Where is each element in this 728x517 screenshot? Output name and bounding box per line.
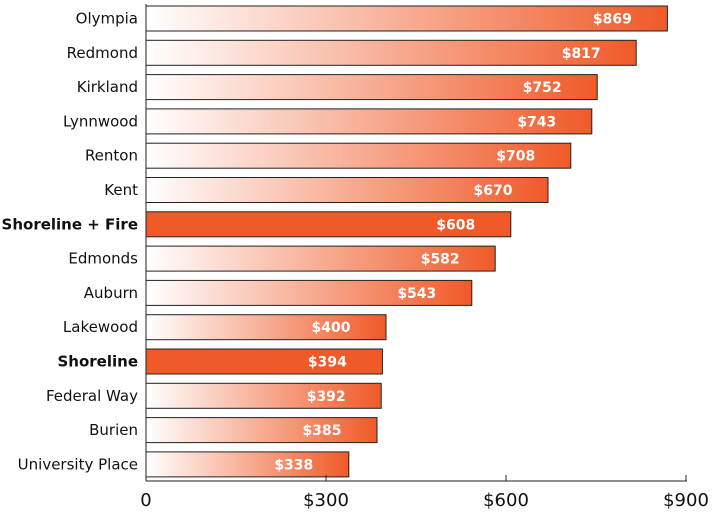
value-label-burien: $385 bbox=[303, 423, 342, 439]
bar-lynnwood bbox=[145, 108, 593, 135]
category-label-lynnwood: Lynnwood bbox=[63, 112, 138, 130]
value-label-renton: $708 bbox=[496, 149, 535, 165]
category-label-university-place: University Place bbox=[18, 455, 138, 473]
value-label-edmonds: $582 bbox=[421, 252, 460, 268]
value-label-olympia: $869 bbox=[593, 12, 632, 28]
x-tick-label-300: $300 bbox=[303, 490, 349, 511]
category-label-federal-way: Federal Way bbox=[46, 387, 138, 405]
category-label-auburn: Auburn bbox=[84, 284, 138, 302]
category-label-shoreline-fire: Shoreline + Fire bbox=[2, 215, 138, 233]
category-label-renton: Renton bbox=[85, 147, 138, 165]
category-label-kent: Kent bbox=[104, 181, 138, 199]
bar-edmonds bbox=[145, 245, 496, 272]
bar-university-place bbox=[145, 451, 350, 478]
value-label-kirkland: $752 bbox=[523, 80, 562, 96]
value-label-auburn: $543 bbox=[397, 286, 436, 302]
x-tick-label-0: 0 bbox=[140, 490, 151, 511]
value-label-shoreline: $394 bbox=[308, 355, 347, 371]
category-label-shoreline: Shoreline bbox=[58, 353, 139, 371]
category-label-lakewood: Lakewood bbox=[63, 318, 138, 336]
bar-olympia bbox=[145, 5, 668, 32]
category-label-kirkland: Kirkland bbox=[77, 78, 138, 96]
bar-kirkland bbox=[145, 74, 598, 101]
bar-renton bbox=[145, 142, 572, 169]
value-label-university-place: $338 bbox=[274, 457, 313, 473]
bar-burien bbox=[145, 417, 378, 444]
value-label-lakewood: $400 bbox=[312, 320, 351, 336]
bar-redmond bbox=[145, 39, 637, 66]
category-label-edmonds: Edmonds bbox=[68, 250, 138, 268]
category-label-redmond: Redmond bbox=[67, 44, 138, 62]
x-tick-label-600: $600 bbox=[483, 490, 529, 511]
value-label-kent: $670 bbox=[474, 183, 513, 199]
bars-group: Olympia $869 Redmond $817 Kirkland $752 Lynnwo… bbox=[2, 5, 668, 478]
bar-shoreline bbox=[145, 348, 383, 375]
category-label-olympia: Olympia bbox=[76, 10, 138, 28]
value-label-lynnwood: $743 bbox=[517, 114, 556, 130]
value-label-redmond: $817 bbox=[562, 46, 601, 62]
category-label-burien: Burien bbox=[89, 421, 138, 439]
x-axis: 0 $300 $600 $900 bbox=[140, 4, 709, 511]
value-label-federal-way: $392 bbox=[307, 389, 346, 405]
value-label-shoreline-fire: $608 bbox=[436, 217, 475, 233]
bar-kent bbox=[145, 177, 549, 203]
x-tick-label-900: $900 bbox=[663, 490, 709, 511]
bar-federal-way bbox=[145, 382, 382, 409]
